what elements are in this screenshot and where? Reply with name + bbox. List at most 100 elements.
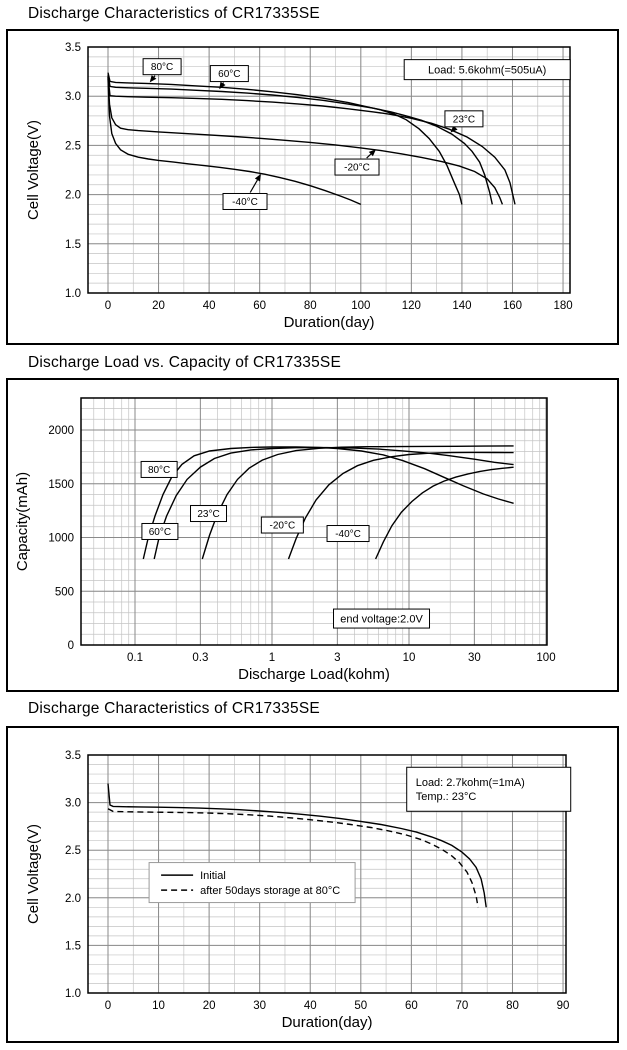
- y-tick-label: 3.5: [65, 42, 81, 54]
- series-80C-label: 80°C: [142, 58, 182, 83]
- x-tick-label: 1: [269, 652, 275, 664]
- chart-svg: 0 20 40 60 80 100 120 140 160 180 1.0 1.5 2.0 2.5 3.0 3…: [6, 29, 619, 345]
- annotation-box: end voltage:2.0V: [333, 608, 431, 629]
- arrowhead-icon: [149, 75, 157, 83]
- arrowhead-icon: [254, 173, 261, 182]
- svg-text:23°C: 23°C: [197, 509, 219, 520]
- svg-text:-40°C: -40°C: [335, 529, 361, 540]
- chart-svg: 0.1 0.3 1 3 10 30 1000500100015002000Discharge…: [6, 378, 619, 692]
- chart-border: [6, 29, 619, 345]
- x-tick-label: 160: [503, 300, 522, 312]
- series-80C-label: 80°C: [140, 460, 178, 478]
- y-tick-label: 1.5: [65, 940, 81, 952]
- x-tick-label: 180: [553, 300, 572, 312]
- chart-border: [6, 378, 619, 692]
- legend-entry-label: after 50days storage at 80°C: [200, 885, 340, 897]
- chart1-canvas: 0 20 40 60 80 100 120 140 160 180 1.0 1.5 2.0 2.5 3.0 3…: [6, 29, 619, 350]
- y-tick-label: 2.0: [65, 190, 81, 202]
- series-after-storage-curve: [107, 808, 479, 908]
- x-tick-label: 70: [456, 1000, 469, 1012]
- chart3-canvas: 0 10 20 30 40 50 60 70 80 90 1.0 1.5 2.0 2.5 3.0 3.5 Dur…: [6, 726, 619, 1048]
- x-tick-label: 80: [506, 1000, 519, 1012]
- chart1-title: Discharge Characteristics of CR17335SE: [28, 5, 320, 22]
- svg-text:-20°C: -20°C: [344, 163, 370, 174]
- y-tick-label: 3.5: [65, 750, 81, 762]
- series-80C-curve: [142, 446, 514, 560]
- y-tick-label: 2.0: [65, 893, 81, 905]
- svg-text:-20°C: -20°C: [270, 521, 296, 532]
- series--40C-curve: [374, 466, 514, 560]
- x-tick-label: 30: [468, 652, 481, 664]
- x-axis-label: Discharge Load(kohm): [238, 666, 390, 683]
- x-tick-label: 3: [334, 652, 340, 664]
- series--20C-label: -20°C: [334, 149, 380, 176]
- x-axis-label: Duration(day): [284, 314, 375, 331]
- x-tick-label: 0: [105, 300, 111, 312]
- y-tick-label: 500: [55, 586, 74, 598]
- annotation-box: Load: 5.6kohm(=505uA): [403, 59, 571, 81]
- chart2-title: Discharge Load vs. Capacity of CR17335SE: [28, 354, 341, 371]
- svg-text:Load: 2.7kohm(=1mA): Load: 2.7kohm(=1mA): [416, 777, 525, 789]
- arrowhead-icon: [450, 125, 458, 133]
- x-tick-label: 90: [557, 1000, 570, 1012]
- x-tick-label: 20: [203, 1000, 216, 1012]
- svg-text:60°C: 60°C: [149, 527, 171, 538]
- x-tick-label: 100: [536, 652, 555, 664]
- gridlines: [81, 397, 547, 646]
- tick-labels: 0 10 20 30 40 50 60 70 80 90 1.0 1.5 2.0 2.5 3.0 3.5: [65, 750, 569, 1012]
- series-23C-label: 23°C: [444, 110, 484, 133]
- x-tick-label: 140: [452, 300, 471, 312]
- series-23C-label: 23°C: [190, 505, 228, 523]
- plot-frame: [80, 397, 548, 646]
- x-tick-label: 60: [405, 1000, 418, 1012]
- y-tick-label: 1.0: [65, 288, 81, 300]
- svg-text:Temp.: 23°C: Temp.: 23°C: [416, 791, 477, 803]
- x-tick-label: 0: [105, 1000, 111, 1012]
- svg-text:80°C: 80°C: [151, 62, 173, 73]
- y-tick-label: 1.0: [65, 988, 81, 1000]
- x-tick-label: 30: [253, 1000, 266, 1012]
- y-tick-label: 0: [68, 640, 74, 652]
- series-initial-curve: [107, 783, 487, 908]
- series-60C-curve: [153, 446, 514, 560]
- series-60C-label: 60°C: [209, 65, 249, 90]
- legend: Initial after 50days storage at 80°C: [148, 862, 356, 904]
- y-axis-label: Capacity(mAh): [14, 472, 31, 571]
- x-tick-label: 50: [354, 1000, 367, 1012]
- chart2-canvas: 0.1 0.3 1 3 10 30 100 0 500 1000 1500 2000 Discharge…: [6, 378, 619, 697]
- chart-svg: 0 10 20 30 40 50 60 70 80 90 1.0 1.5 2.0 2.5 3.0 3.5 Dur…: [6, 726, 619, 1043]
- y-tick-label: 3.0: [65, 91, 81, 103]
- svg-text:23°C: 23°C: [453, 114, 475, 125]
- x-tick-label: 20: [152, 300, 165, 312]
- tick-labels: 0 20 40 60 80 100 120 140 160 180 1.0 1.5 2.0 2.5 3.0 3…: [65, 42, 573, 312]
- x-axis-label: Duration(day): [282, 1014, 373, 1031]
- x-tick-label: 120: [402, 300, 421, 312]
- y-tick-label: 2.5: [65, 140, 81, 152]
- x-tick-label: 0.3: [192, 652, 208, 664]
- series-80C-curve: [107, 72, 463, 205]
- x-tick-label: 40: [304, 1000, 317, 1012]
- series-23C-curve: [107, 76, 516, 205]
- svg-text:Load: 5.6kohm(=505uA): Load: 5.6kohm(=505uA): [428, 64, 546, 76]
- series-23C-curve: [201, 445, 514, 560]
- y-tick-label: 1500: [48, 479, 74, 491]
- y-axis-label: Cell Voltage(V): [25, 120, 42, 220]
- plot-frame: [87, 46, 571, 294]
- series: [142, 445, 514, 560]
- y-tick-label: 1000: [48, 533, 74, 545]
- svg-text:end voltage:2.0V: end voltage:2.0V: [340, 613, 423, 625]
- chart-border: [6, 726, 619, 1043]
- x-tick-label: 40: [203, 300, 216, 312]
- x-tick-label: 80: [304, 300, 317, 312]
- y-axis-label: Cell Voltage(V): [25, 824, 42, 924]
- y-tick-label: 1.5: [65, 239, 81, 251]
- arrowhead-icon: [219, 81, 226, 90]
- x-tick-label: 60: [253, 300, 266, 312]
- x-tick-label: 100: [351, 300, 370, 312]
- series: [107, 72, 516, 206]
- series--20C-label: -20°C: [260, 516, 304, 534]
- y-tick-label: 2.5: [65, 845, 81, 857]
- svg-text:-40°C: -40°C: [232, 197, 258, 208]
